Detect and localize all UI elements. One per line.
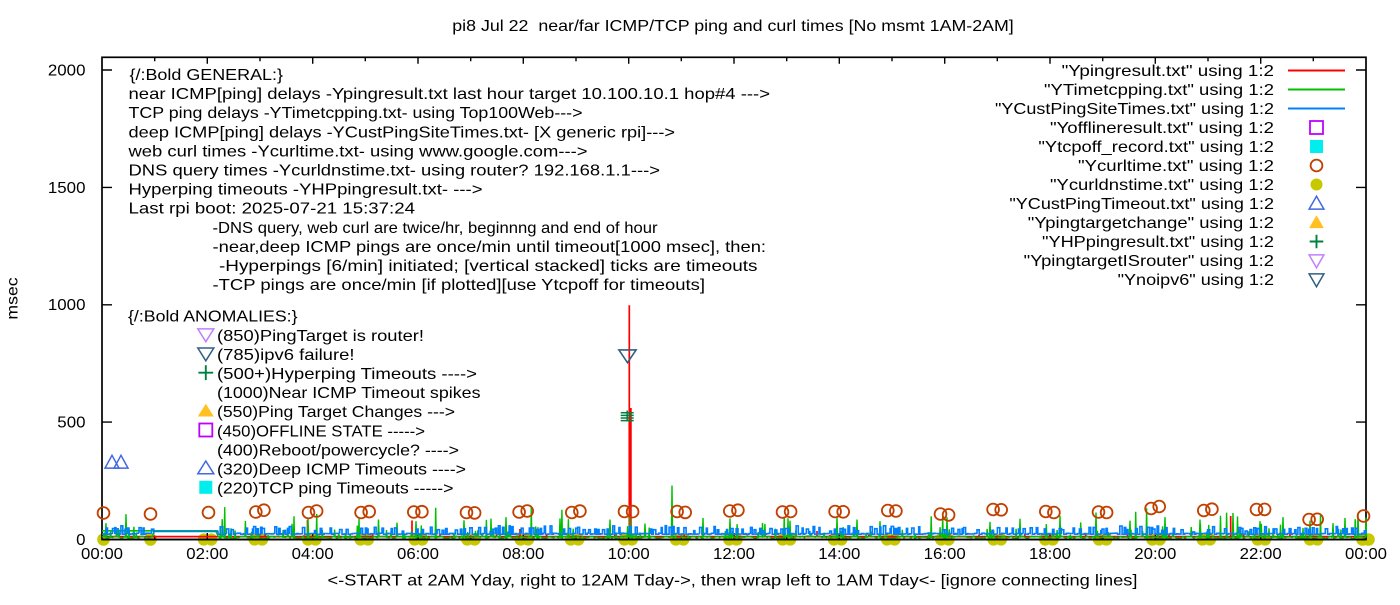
svg-text:22:00: 22:00 bbox=[1240, 546, 1282, 563]
svg-text:Last rpi boot: 2025-07-21 15:3: Last rpi boot: 2025-07-21 15:37:24 bbox=[129, 201, 416, 218]
svg-text:(550)Ping Target Changes --->: (550)Ping Target Changes ---> bbox=[217, 404, 455, 421]
svg-text:-near,deep ICMP pings are once: -near,deep ICMP pings are once/min until… bbox=[213, 239, 767, 256]
svg-text:"YpingtargetISrouter" using 1:: "YpingtargetISrouter" using 1:2 bbox=[1024, 253, 1274, 270]
svg-text:TCP ping delays -YTimetcpping.: TCP ping delays -YTimetcpping.txt- using… bbox=[129, 105, 583, 122]
svg-text:"Ynoipv6" using 1:2: "Ynoipv6" using 1:2 bbox=[1118, 272, 1274, 289]
svg-text:2000: 2000 bbox=[48, 63, 86, 80]
svg-text:(850)PingTarget is router!: (850)PingTarget is router! bbox=[217, 328, 424, 345]
svg-text:"Ypingresult.txt" using 1:2: "Ypingresult.txt" using 1:2 bbox=[1062, 63, 1274, 80]
svg-text:-Hyperpings [6/min] initiated;: -Hyperpings [6/min] initiated; [vertical… bbox=[219, 258, 758, 275]
svg-text:1000: 1000 bbox=[48, 297, 86, 314]
svg-text:1500: 1500 bbox=[48, 180, 86, 197]
svg-text:{/:Bold GENERAL:}: {/:Bold GENERAL:} bbox=[130, 67, 284, 84]
svg-text:06:00: 06:00 bbox=[397, 546, 439, 563]
svg-text:18:00: 18:00 bbox=[1029, 546, 1071, 563]
svg-text:0: 0 bbox=[76, 532, 86, 549]
svg-text:{/:Bold ANOMALIES:}: {/:Bold ANOMALIES:} bbox=[128, 309, 298, 326]
svg-text:"YCustPingSiteTimes.txt" using: "YCustPingSiteTimes.txt" using 1:2 bbox=[995, 101, 1274, 118]
svg-text:(500+)Hyperping Timeouts ---->: (500+)Hyperping Timeouts ----> bbox=[217, 366, 477, 383]
svg-text:Hyperping timeouts -YHPpingres: Hyperping timeouts -YHPpingresult.txt- -… bbox=[129, 182, 483, 199]
svg-text:web curl times -Ycurltime.txt-: web curl times -Ycurltime.txt- using www… bbox=[127, 143, 587, 160]
svg-text:02:00: 02:00 bbox=[186, 546, 228, 563]
svg-text:(785)ipv6 failure!: (785)ipv6 failure! bbox=[217, 347, 355, 364]
svg-text:"Ytcpoff_record.txt" using 1:2: "Ytcpoff_record.txt" using 1:2 bbox=[1038, 139, 1274, 156]
svg-text:pi8 Jul 22 near/far ICMP/TCP: pi8 Jul 22 near/far ICMP/TCP ping and cu… bbox=[452, 18, 1014, 35]
svg-text:(1000)Near ICMP Timeout spikes: (1000)Near ICMP Timeout spikes bbox=[217, 385, 481, 402]
svg-text:00:00: 00:00 bbox=[1345, 546, 1387, 563]
svg-text:"Ycurldnstime.txt" using 1:2: "Ycurldnstime.txt" using 1:2 bbox=[1050, 177, 1274, 194]
svg-text:10:00: 10:00 bbox=[608, 546, 650, 563]
svg-text:<-START at 2AM Yday, right to: <-START at 2AM Yday, right to 12AM Tday-… bbox=[328, 573, 1138, 590]
svg-text:(400)Reboot/powercycle? ---->: (400)Reboot/powercycle? ----> bbox=[217, 442, 459, 459]
svg-text:"Ycurltime.txt" using 1:2: "Ycurltime.txt" using 1:2 bbox=[1078, 158, 1274, 175]
svg-text:"Yofflineresult.txt" using 1:2: "Yofflineresult.txt" using 1:2 bbox=[1050, 120, 1274, 137]
svg-text:"YTimetcpping.txt" using 1:2: "YTimetcpping.txt" using 1:2 bbox=[1044, 82, 1274, 99]
svg-text:(220)TCP ping Timeouts ----->: (220)TCP ping Timeouts -----> bbox=[217, 481, 454, 498]
svg-text:04:00: 04:00 bbox=[292, 546, 334, 563]
svg-text:msec: msec bbox=[5, 277, 22, 319]
svg-text:12:00: 12:00 bbox=[713, 546, 755, 563]
svg-text:08:00: 08:00 bbox=[502, 546, 544, 563]
svg-text:20:00: 20:00 bbox=[1134, 546, 1176, 563]
svg-text:near ICMP[ping] delays -Ypingr: near ICMP[ping] delays -Ypingresult.txt … bbox=[129, 86, 771, 103]
svg-text:16:00: 16:00 bbox=[924, 546, 966, 563]
svg-text:00:00: 00:00 bbox=[81, 546, 123, 563]
svg-text:"YHPpingresult.txt" using 1:2: "YHPpingresult.txt" using 1:2 bbox=[1042, 234, 1274, 251]
svg-text:-TCP pings are once/min [if pl: -TCP pings are once/min [if plotted][use… bbox=[213, 277, 706, 294]
svg-text:(450)OFFLINE STATE ----->: (450)OFFLINE STATE -----> bbox=[217, 423, 425, 440]
svg-text:500: 500 bbox=[57, 415, 86, 432]
svg-text:deep ICMP[ping] delays -YCustP: deep ICMP[ping] delays -YCustPingSiteTim… bbox=[129, 124, 676, 141]
svg-text:-DNS query, web curl are twice: -DNS query, web curl are twice/hr, begin… bbox=[213, 220, 658, 237]
svg-text:DNS query times -Ycurldnstime.: DNS query times -Ycurldnstime.txt- using… bbox=[129, 163, 661, 180]
svg-text:14:00: 14:00 bbox=[818, 546, 860, 563]
svg-text:"Ypingtargetchange" using 1:2: "Ypingtargetchange" using 1:2 bbox=[1028, 215, 1274, 232]
svg-text:(320)Deep ICMP Timeouts ---->: (320)Deep ICMP Timeouts ----> bbox=[217, 462, 466, 479]
svg-text:"YCustPingTimeout.txt" using 1: "YCustPingTimeout.txt" using 1:2 bbox=[1009, 196, 1274, 213]
